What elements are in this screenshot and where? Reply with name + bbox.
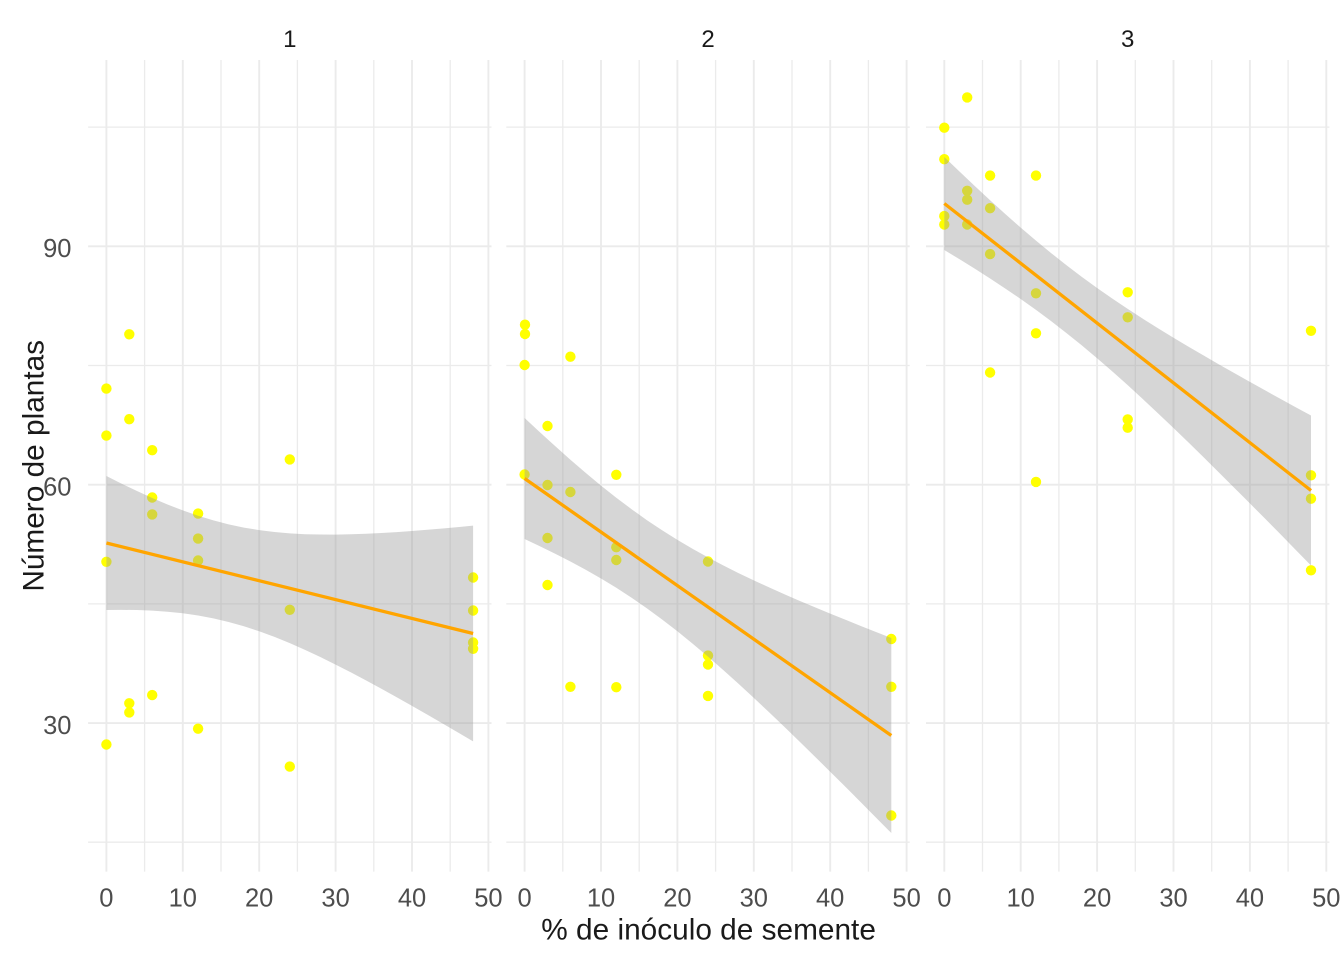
svg-text:40: 40 (398, 885, 426, 913)
svg-text:30: 30 (321, 885, 349, 913)
svg-text:3: 3 (1121, 26, 1134, 53)
svg-text:30: 30 (1159, 885, 1187, 913)
svg-text:30: 30 (740, 885, 768, 913)
svg-text:0: 0 (99, 885, 113, 913)
svg-text:50: 50 (474, 885, 502, 913)
svg-text:40: 40 (1236, 885, 1264, 913)
svg-text:10: 10 (1007, 885, 1035, 913)
svg-text:1: 1 (283, 26, 296, 53)
svg-text:10: 10 (169, 885, 197, 913)
svg-text:60: 60 (43, 473, 71, 501)
svg-text:40: 40 (816, 885, 844, 913)
svg-text:20: 20 (245, 885, 273, 913)
svg-text:30: 30 (43, 712, 71, 740)
svg-text:20: 20 (663, 885, 691, 913)
svg-text:50: 50 (1312, 885, 1340, 913)
svg-text:0: 0 (518, 885, 532, 913)
svg-text:2: 2 (701, 26, 714, 53)
svg-text:50: 50 (892, 885, 920, 913)
svg-text:% de inóculo de semente: % de inóculo de semente (541, 914, 876, 947)
svg-text:Número de plantas: Número de plantas (18, 340, 51, 592)
svg-text:20: 20 (1083, 885, 1111, 913)
svg-text:90: 90 (43, 235, 71, 263)
svg-text:0: 0 (937, 885, 951, 913)
svg-text:10: 10 (587, 885, 615, 913)
